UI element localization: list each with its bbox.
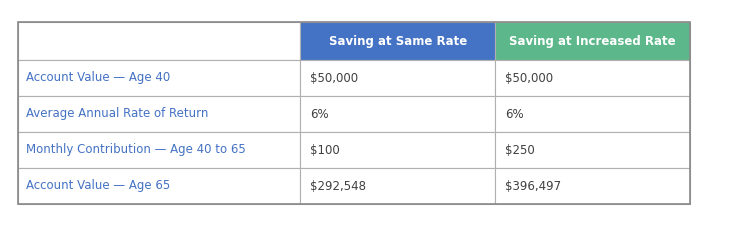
Text: 6%: 6% bbox=[505, 108, 523, 121]
Text: Saving at Same Rate: Saving at Same Rate bbox=[328, 35, 466, 47]
Bar bbox=[300, 60, 495, 96]
Bar bbox=[18, 22, 690, 204]
Text: Account Value — Age 65: Account Value — Age 65 bbox=[26, 180, 170, 192]
Text: $50,000: $50,000 bbox=[505, 72, 553, 84]
Bar bbox=[18, 22, 300, 60]
Bar bbox=[18, 96, 300, 132]
Text: $50,000: $50,000 bbox=[310, 72, 358, 84]
Bar bbox=[300, 132, 495, 168]
Text: 6%: 6% bbox=[310, 108, 328, 121]
Bar bbox=[300, 96, 495, 132]
Bar bbox=[495, 96, 690, 132]
Text: $250: $250 bbox=[505, 143, 535, 156]
Bar bbox=[495, 22, 690, 60]
Bar bbox=[300, 168, 495, 204]
Text: $100: $100 bbox=[310, 143, 340, 156]
Text: Average Annual Rate of Return: Average Annual Rate of Return bbox=[26, 108, 208, 121]
Bar bbox=[18, 168, 300, 204]
Text: $396,497: $396,497 bbox=[505, 180, 561, 192]
Text: Monthly Contribution — Age 40 to 65: Monthly Contribution — Age 40 to 65 bbox=[26, 143, 246, 156]
Bar bbox=[495, 132, 690, 168]
Bar bbox=[495, 60, 690, 96]
Bar bbox=[18, 132, 300, 168]
Text: Account Value — Age 40: Account Value — Age 40 bbox=[26, 72, 170, 84]
Bar bbox=[18, 60, 300, 96]
Bar bbox=[300, 22, 495, 60]
Bar bbox=[495, 168, 690, 204]
Text: $292,548: $292,548 bbox=[310, 180, 366, 192]
Text: Saving at Increased Rate: Saving at Increased Rate bbox=[510, 35, 676, 47]
